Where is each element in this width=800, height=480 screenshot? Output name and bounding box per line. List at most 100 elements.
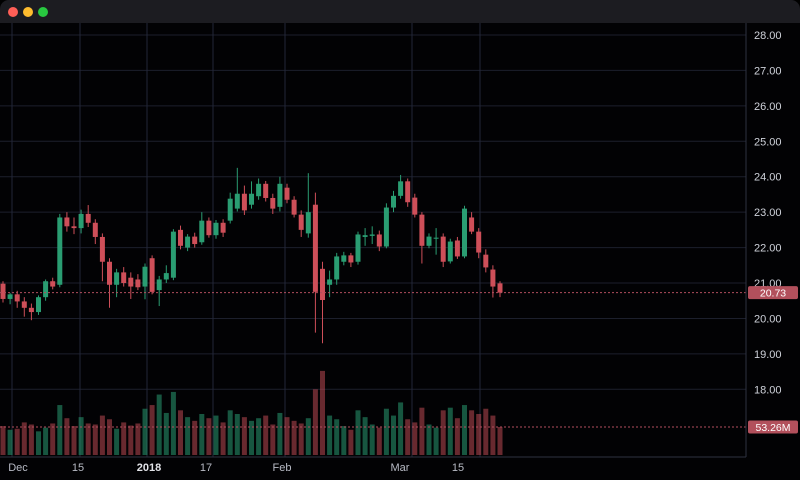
candle-body [334, 256, 340, 280]
price-axis-label: 26.00 [754, 101, 782, 113]
candle-body [277, 183, 283, 207]
volume-bar [114, 428, 120, 455]
volume-bar [85, 423, 91, 455]
price-axis-label: 19.00 [754, 349, 782, 361]
volume-bar [21, 422, 27, 455]
volume-bar [291, 420, 297, 455]
volume-bar [376, 427, 382, 455]
candle-body [263, 183, 269, 198]
candle-body [85, 213, 91, 223]
volume-bar [270, 424, 276, 455]
volume-bar [469, 410, 475, 455]
volume-bar [256, 418, 262, 455]
volume-bar [426, 424, 432, 455]
candle-body [383, 207, 389, 247]
volume-bar [284, 417, 290, 455]
volume-bar [0, 426, 6, 455]
minimize-button[interactable] [23, 6, 33, 17]
candle-body [121, 272, 127, 284]
volume-bar [220, 422, 226, 455]
candle-body [199, 220, 205, 243]
price-axis-label: 21.00 [754, 278, 782, 290]
candle-body [192, 236, 198, 245]
candle-body [412, 197, 418, 215]
candle-body [36, 297, 41, 313]
volume-bar [163, 412, 169, 455]
candle-body [447, 241, 453, 262]
time-axis-label: Feb [273, 462, 292, 474]
candle-body [270, 197, 276, 209]
candle-body [0, 283, 6, 299]
volume-bar [298, 423, 304, 455]
volume-bar [327, 415, 333, 455]
window-titlebar[interactable] [0, 0, 800, 23]
candle-body [142, 266, 148, 287]
candle-body [320, 268, 325, 301]
volume-bar [99, 415, 105, 455]
candle-body [156, 279, 162, 291]
volume-bar [206, 418, 212, 455]
candle-body [348, 255, 354, 263]
candle-body [362, 235, 368, 237]
volume-bar [107, 419, 112, 455]
volume-bar [277, 412, 283, 455]
time-axis-label: 17 [200, 462, 212, 474]
candle-body [440, 236, 446, 262]
volume-bar [405, 419, 411, 455]
volume-bar [213, 415, 219, 455]
volume-bar [14, 428, 20, 455]
volume-bar [92, 424, 98, 455]
volume-bar [192, 420, 198, 455]
zoom-button[interactable] [38, 6, 48, 17]
candle-body [43, 281, 49, 298]
candle-body [327, 279, 333, 285]
candle-body [312, 204, 318, 292]
volume-bar [454, 418, 460, 455]
last-volume-badge-label: 53.26M [755, 422, 790, 434]
volume-bar [312, 389, 318, 455]
last-price-badge [748, 286, 798, 300]
candle-body [476, 231, 482, 253]
candle-body [454, 240, 460, 257]
candle-body [490, 269, 496, 287]
candle-body [170, 231, 176, 278]
candle-body [391, 195, 396, 208]
time-axis-label: Mar [391, 462, 410, 474]
candle-body [419, 214, 425, 246]
volume-bar [305, 418, 311, 455]
volume-bar [170, 391, 176, 455]
volume-bar [462, 405, 467, 455]
last-volume-badge [748, 420, 798, 434]
candle-body [92, 222, 98, 237]
volume-bar [249, 420, 254, 455]
volume-bar [28, 424, 34, 455]
volume-bar [362, 417, 368, 455]
candle-body [185, 236, 191, 248]
volume-bar [263, 415, 269, 455]
candle-body [241, 193, 247, 211]
candle-body [433, 237, 439, 239]
candle-body [398, 181, 404, 196]
volume-bar [64, 418, 70, 455]
volume-bar [334, 419, 340, 455]
volume-bar [199, 413, 205, 455]
volume-bar [227, 410, 233, 455]
time-axis-label: 15 [72, 462, 84, 474]
price-axis-label: 25.00 [754, 136, 782, 148]
volume-bar [348, 429, 354, 455]
volume-bar [369, 424, 375, 455]
last-price-badge-label: 20.73 [760, 288, 786, 300]
volume-bar [476, 413, 482, 455]
candle-body [405, 181, 411, 203]
volume-bar [440, 410, 446, 455]
candle-body [57, 217, 63, 285]
volume-bar [185, 417, 191, 455]
candle-body [284, 187, 290, 200]
candle-body [341, 255, 347, 262]
close-button[interactable] [8, 6, 18, 17]
price-axis-label: 27.00 [754, 65, 782, 77]
